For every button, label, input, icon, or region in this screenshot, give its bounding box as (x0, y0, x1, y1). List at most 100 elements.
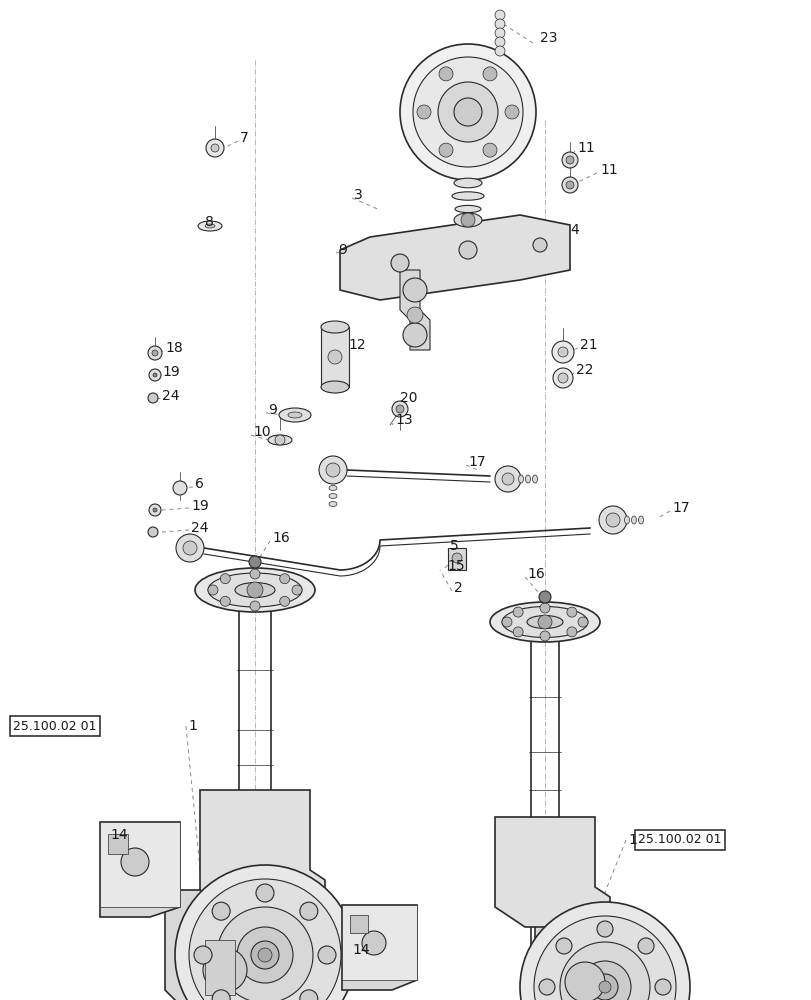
Text: 25.100.02 01: 25.100.02 01 (637, 833, 721, 846)
Circle shape (605, 513, 620, 527)
Circle shape (152, 350, 158, 356)
Ellipse shape (234, 582, 275, 597)
Circle shape (539, 591, 551, 603)
Text: 24: 24 (191, 521, 208, 535)
Text: 16: 16 (272, 531, 290, 545)
Text: 14: 14 (109, 828, 127, 842)
Text: 23: 23 (539, 31, 557, 45)
Circle shape (292, 585, 302, 595)
Circle shape (452, 553, 461, 563)
Circle shape (203, 948, 247, 992)
Circle shape (637, 938, 653, 954)
Text: 16: 16 (526, 567, 544, 581)
Text: 17: 17 (467, 455, 485, 469)
Circle shape (417, 105, 431, 119)
Circle shape (495, 37, 504, 47)
Ellipse shape (320, 321, 349, 333)
Circle shape (402, 278, 427, 302)
Text: 2: 2 (453, 581, 462, 595)
Circle shape (251, 941, 279, 969)
Circle shape (453, 98, 482, 126)
Polygon shape (400, 270, 430, 350)
Circle shape (461, 213, 474, 227)
Text: 24: 24 (162, 389, 179, 403)
Bar (108, 834, 128, 854)
Circle shape (208, 585, 217, 595)
Ellipse shape (525, 475, 530, 483)
Ellipse shape (518, 475, 523, 483)
Circle shape (566, 607, 576, 617)
Circle shape (279, 596, 290, 606)
Circle shape (439, 143, 453, 157)
Circle shape (495, 46, 504, 56)
Text: 5: 5 (449, 539, 458, 553)
Bar (204, 940, 234, 995)
Circle shape (258, 948, 272, 962)
Circle shape (483, 67, 496, 81)
Text: 3: 3 (354, 188, 363, 202)
Circle shape (495, 19, 504, 29)
Polygon shape (165, 890, 310, 1000)
Circle shape (413, 57, 522, 167)
Circle shape (217, 907, 312, 1000)
Circle shape (194, 946, 212, 964)
Circle shape (319, 456, 346, 484)
Circle shape (152, 373, 157, 377)
Polygon shape (100, 822, 180, 917)
Ellipse shape (501, 606, 587, 638)
Circle shape (565, 156, 573, 164)
Circle shape (552, 368, 573, 388)
Ellipse shape (208, 573, 302, 607)
Circle shape (437, 82, 497, 142)
Circle shape (534, 916, 676, 1000)
Circle shape (148, 393, 158, 403)
Circle shape (328, 350, 341, 364)
Polygon shape (495, 817, 609, 927)
Ellipse shape (195, 568, 315, 612)
Ellipse shape (453, 213, 482, 227)
Circle shape (206, 139, 224, 157)
Text: 12: 12 (348, 338, 365, 352)
Circle shape (250, 569, 260, 579)
Text: 7: 7 (240, 131, 248, 145)
Circle shape (299, 990, 317, 1000)
Text: 9: 9 (268, 403, 277, 417)
Text: 20: 20 (400, 391, 417, 405)
Circle shape (566, 627, 576, 637)
Ellipse shape (328, 502, 337, 506)
Circle shape (212, 990, 230, 1000)
Circle shape (599, 506, 626, 534)
Circle shape (406, 307, 423, 323)
Ellipse shape (532, 475, 537, 483)
Circle shape (458, 241, 476, 259)
Text: 19: 19 (191, 499, 208, 513)
Circle shape (483, 143, 496, 157)
Ellipse shape (328, 493, 337, 498)
Ellipse shape (452, 192, 483, 200)
Circle shape (220, 574, 230, 584)
Polygon shape (340, 215, 569, 300)
Circle shape (255, 884, 273, 902)
Circle shape (121, 848, 148, 876)
Circle shape (556, 938, 571, 954)
Circle shape (402, 323, 427, 347)
Circle shape (148, 527, 158, 537)
Text: 25.100.02 01: 25.100.02 01 (13, 720, 97, 732)
Text: 9: 9 (337, 243, 346, 257)
Circle shape (247, 582, 263, 598)
Ellipse shape (328, 486, 337, 490)
Circle shape (362, 931, 385, 955)
Circle shape (501, 617, 512, 627)
Circle shape (495, 28, 504, 38)
Circle shape (504, 105, 518, 119)
Circle shape (152, 508, 157, 512)
Text: 19: 19 (162, 365, 179, 379)
Circle shape (249, 556, 260, 568)
Circle shape (250, 601, 260, 611)
Polygon shape (100, 822, 180, 907)
Circle shape (396, 405, 404, 413)
Circle shape (564, 962, 604, 1000)
Ellipse shape (637, 516, 642, 524)
Polygon shape (341, 905, 417, 990)
Circle shape (175, 865, 354, 1000)
